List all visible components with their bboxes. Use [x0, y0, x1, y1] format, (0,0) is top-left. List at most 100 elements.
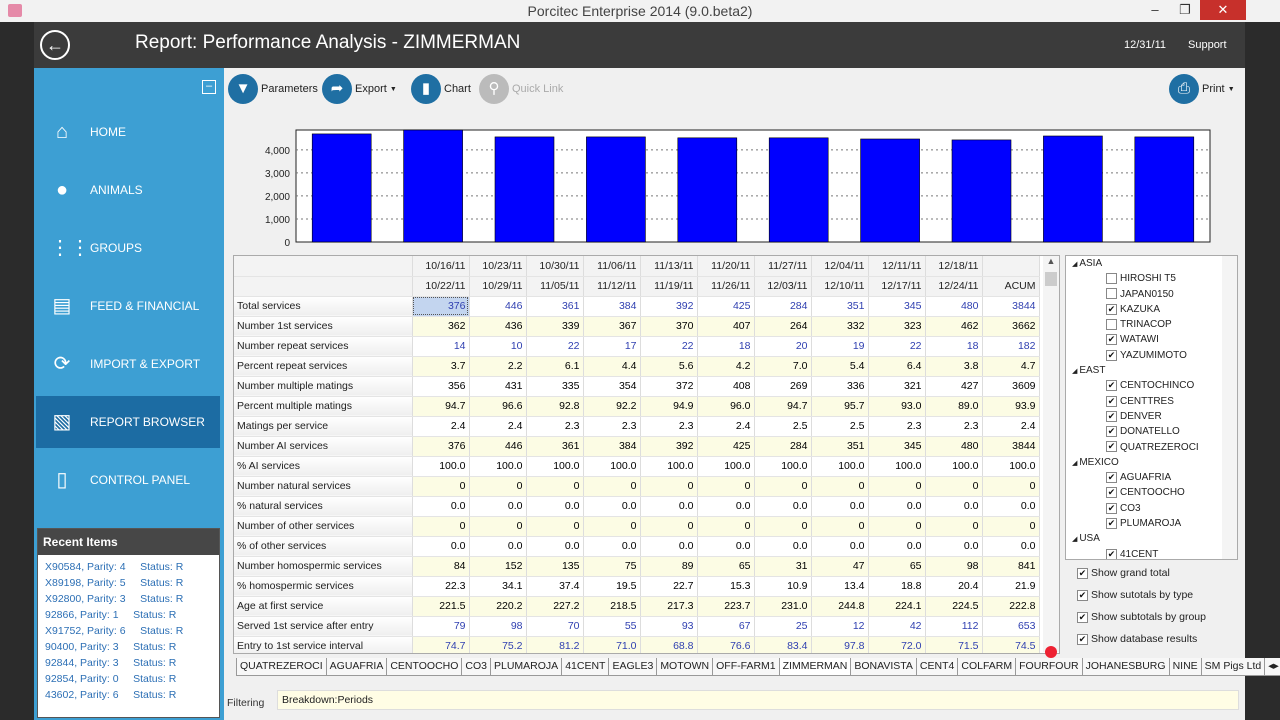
table-cell[interactable]: 2.5 [811, 416, 869, 437]
table-cell[interactable]: 96.6 [469, 396, 527, 417]
table-cell[interactable]: 22.3 [412, 576, 470, 597]
farm-tab[interactable]: CO3 [461, 658, 491, 676]
table-cell[interactable]: 425 [697, 296, 755, 317]
checkbox[interactable]: ✔ [1106, 472, 1117, 484]
table-cell[interactable]: 2.4 [697, 416, 755, 437]
table-cell[interactable]: 100.0 [583, 456, 641, 477]
table-cell[interactable]: 2.3 [526, 416, 584, 437]
table-cell[interactable]: 94.7 [754, 396, 812, 417]
table-cell[interactable]: 22 [526, 336, 584, 357]
tree-group[interactable]: ◢ ASIA [1066, 256, 1237, 271]
tree-group[interactable]: ◢ MEXICO [1066, 455, 1237, 470]
table-cell[interactable]: 224.1 [868, 596, 926, 617]
table-cell[interactable]: 0.0 [811, 536, 869, 557]
checkbox[interactable]: ✔ [1077, 633, 1088, 645]
farm-tab[interactable]: AGUAFRIA [325, 658, 388, 676]
table-cell[interactable]: 112 [925, 616, 983, 637]
column-header[interactable]: 10/22/11 [412, 276, 470, 297]
table-cell[interactable]: 0.0 [640, 536, 698, 557]
table-cell[interactable]: 408 [697, 376, 755, 397]
table-cell[interactable]: 351 [811, 296, 869, 317]
column-header[interactable]: 11/12/11 [583, 276, 641, 297]
table-cell[interactable]: 65 [697, 556, 755, 577]
table-cell[interactable]: 356 [412, 376, 470, 397]
table-cell[interactable]: 94.7 [412, 396, 470, 417]
tab-scroll-arrows-icon[interactable]: ◂▸ [1264, 658, 1280, 676]
table-cell[interactable]: 89.0 [925, 396, 983, 417]
tree-item[interactable]: ✔ CENTOCHINCO [1066, 378, 1237, 393]
grid-scrollbar[interactable]: ▲ [1043, 256, 1059, 652]
table-cell[interactable]: 231.0 [754, 596, 812, 617]
table-cell[interactable]: 18 [697, 336, 755, 357]
recent-item[interactable]: 92854, Parity: 0 Status: R [45, 673, 177, 685]
table-cell[interactable]: 20 [754, 336, 812, 357]
table-cell[interactable]: 93 [640, 616, 698, 637]
table-cell[interactable]: 0.0 [412, 536, 470, 557]
table-cell[interactable]: 0.0 [982, 496, 1040, 517]
table-cell[interactable]: 264 [754, 316, 812, 337]
table-cell[interactable]: 18.8 [868, 576, 926, 597]
table-cell[interactable]: 0.0 [754, 496, 812, 517]
tree-item[interactable]: JAPAN0150 [1066, 287, 1237, 302]
recent-item[interactable]: X89198, Parity: 5 Status: R [45, 577, 184, 589]
option-checkbox[interactable]: ✔ Show grand total [1065, 562, 1238, 584]
column-header[interactable]: 11/27/11 [754, 256, 812, 277]
table-cell[interactable]: 224.5 [925, 596, 983, 617]
table-cell[interactable]: 446 [469, 436, 527, 457]
farm-tab[interactable]: ZIMMERMAN [778, 658, 852, 676]
table-cell[interactable]: 384 [583, 436, 641, 457]
table-cell[interactable]: 0 [640, 476, 698, 497]
recent-item[interactable]: X92800, Parity: 3 Status: R [45, 593, 184, 605]
tree-scrollbar[interactable] [1222, 256, 1237, 559]
table-cell[interactable]: 323 [868, 316, 926, 337]
column-header[interactable]: 11/19/11 [640, 276, 698, 297]
table-cell[interactable]: 0 [697, 476, 755, 497]
column-header[interactable]: 10/16/11 [412, 256, 470, 277]
table-cell[interactable]: 100.0 [469, 456, 527, 477]
tree-item[interactable]: ✔ CENTTRES [1066, 394, 1237, 409]
table-cell[interactable]: 31 [754, 556, 812, 577]
table-cell[interactable]: 376 [412, 436, 470, 457]
table-cell[interactable]: 0.0 [526, 536, 584, 557]
table-cell[interactable]: 55 [583, 616, 641, 637]
table-cell[interactable]: 218.5 [583, 596, 641, 617]
tree-item[interactable]: ✔ QUATREZEROCI [1066, 440, 1237, 455]
table-cell[interactable]: 0.0 [697, 536, 755, 557]
checkbox[interactable]: ✔ [1106, 410, 1117, 422]
table-cell[interactable]: 0 [754, 516, 812, 537]
minimize-button[interactable]: – [1151, 2, 1159, 17]
table-cell[interactable]: 0 [640, 516, 698, 537]
print-button[interactable]: ⎙ Print ▼ [1169, 74, 1235, 104]
table-cell[interactable]: 135 [526, 556, 584, 577]
table-cell[interactable]: 0 [925, 476, 983, 497]
table-cell[interactable]: 71.0 [583, 636, 641, 653]
table-cell[interactable]: 427 [925, 376, 983, 397]
expand-triangle-icon[interactable]: ◢ [1072, 536, 1080, 544]
recent-item[interactable]: 92866, Parity: 1 Status: R [45, 609, 177, 621]
farm-tab[interactable]: CENT4 [915, 658, 959, 676]
table-cell[interactable]: 345 [868, 436, 926, 457]
column-header[interactable]: 11/06/11 [583, 256, 641, 277]
column-header[interactable]: 12/24/11 [925, 276, 983, 297]
table-cell[interactable]: 2.4 [469, 416, 527, 437]
table-cell[interactable]: 6.1 [526, 356, 584, 377]
tree-item[interactable]: ✔ PLUMAROJA [1066, 516, 1237, 531]
table-cell[interactable]: 4.4 [583, 356, 641, 377]
chart-button[interactable]: ▮ Chart [411, 74, 471, 104]
checkbox[interactable]: ✔ [1077, 589, 1088, 601]
table-cell[interactable]: 75.2 [469, 636, 527, 653]
checkbox[interactable]: ✔ [1106, 426, 1117, 438]
sidebar-item-report-browser[interactable]: ▧ REPORT BROWSER [36, 396, 220, 448]
table-cell[interactable]: 227.2 [526, 596, 584, 617]
column-header[interactable]: 10/23/11 [469, 256, 527, 277]
table-cell[interactable]: 2.3 [583, 416, 641, 437]
sidebar-item-control-panel[interactable]: ▯ CONTROL PANEL [36, 454, 220, 506]
option-checkbox[interactable]: ✔ Show subtotals by group [1065, 606, 1238, 628]
table-cell[interactable]: 217.3 [640, 596, 698, 617]
table-cell[interactable]: 95.7 [811, 396, 869, 417]
recent-item[interactable]: X90584, Parity: 4 Status: R [45, 561, 184, 573]
table-cell[interactable]: 7.0 [754, 356, 812, 377]
table-cell[interactable]: 89 [640, 556, 698, 577]
recent-item[interactable]: 43602, Parity: 6 Status: R [45, 689, 177, 701]
table-cell[interactable]: 0.0 [754, 536, 812, 557]
